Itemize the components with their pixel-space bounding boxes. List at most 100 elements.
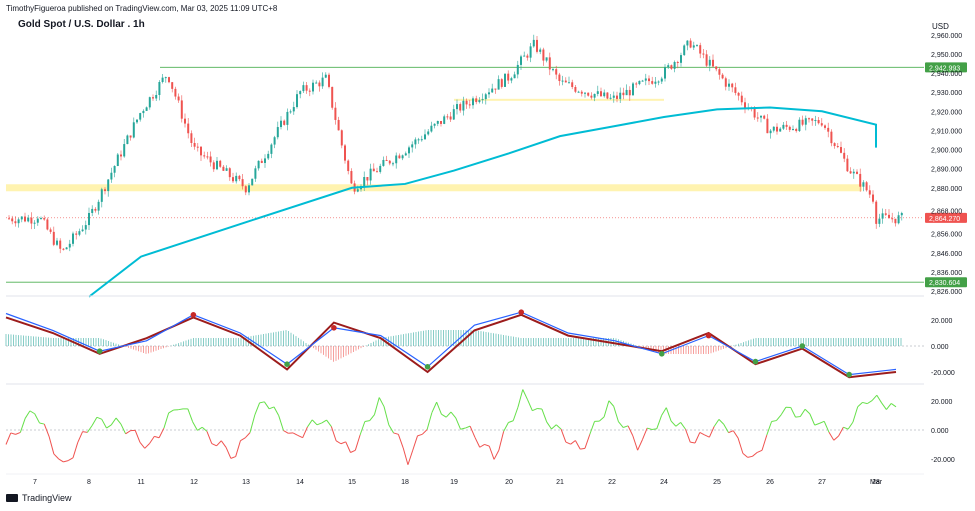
osc2-segment (871, 394, 878, 401)
candle (443, 116, 446, 124)
osc2-segment (278, 415, 285, 431)
candle (296, 94, 298, 108)
candle (564, 80, 567, 83)
candle (769, 130, 772, 134)
osc2-segment (484, 443, 490, 447)
osc2-segment (297, 435, 303, 439)
candle (635, 83, 638, 85)
candle (740, 95, 743, 103)
time-tick-label: 27 (818, 479, 826, 486)
osc2-segment (455, 417, 462, 430)
osc2-segment (580, 447, 586, 450)
osc2-segment (780, 406, 787, 416)
candle (152, 97, 154, 99)
candle (200, 146, 202, 156)
candle (356, 189, 359, 192)
candle (865, 182, 868, 191)
osc2-segment (560, 428, 567, 443)
osc2-segment (647, 427, 653, 430)
osc2-segment (661, 407, 667, 416)
osc2-segment (747, 455, 753, 458)
osc2-segment (675, 422, 681, 427)
candle (619, 92, 622, 99)
osc2-segment (838, 426, 844, 437)
candle (369, 168, 372, 181)
osc2-segment (684, 428, 691, 443)
candle (529, 46, 532, 58)
candle (283, 120, 286, 125)
candle (248, 185, 250, 193)
candle (612, 95, 615, 98)
price-label-text: 2,864.270 (929, 216, 960, 223)
osc2-segment (72, 442, 79, 459)
osc2-segment (775, 414, 782, 421)
candle (894, 218, 897, 224)
candle (795, 128, 798, 132)
candle (510, 78, 513, 81)
candle (468, 104, 471, 106)
osc2-segment (58, 458, 64, 463)
candle (174, 88, 177, 97)
candle (430, 125, 433, 132)
candle (801, 119, 804, 125)
candle (702, 53, 705, 55)
candle (664, 67, 666, 79)
candle (171, 82, 174, 89)
osc2-segment (421, 429, 428, 435)
time-tick-label: 20 (505, 479, 513, 486)
osc2-segment (833, 435, 839, 441)
osc2-segment (369, 414, 375, 421)
osc2-segment (632, 435, 639, 451)
candle (235, 175, 238, 182)
price-label-box (925, 277, 967, 288)
candle (884, 213, 887, 215)
price-pane[interactable] (6, 31, 924, 286)
osc2-segment (574, 440, 581, 450)
candles (8, 34, 903, 254)
cross-marker (96, 348, 103, 355)
candle (830, 131, 833, 144)
osc2-segment (704, 434, 710, 438)
price-axis[interactable]: 2,960.000 2,950.000 2,940.000 2,930.000 2,92… (931, 33, 962, 296)
cross-marker (799, 343, 806, 349)
osc2-segment (426, 412, 433, 430)
candle (155, 95, 158, 99)
candle (91, 208, 94, 213)
osc2-segment (307, 419, 313, 428)
candle (81, 229, 84, 232)
candle (680, 55, 682, 63)
osc2-segment (53, 453, 59, 460)
osc2-segment (263, 401, 270, 410)
osc2-segment (101, 418, 107, 429)
candle (414, 139, 417, 145)
candle (872, 194, 874, 202)
candle (488, 92, 490, 95)
osc2-segment (498, 431, 505, 451)
osc2-segment (158, 427, 165, 438)
osc2-segment (340, 441, 346, 445)
osc2-segment (790, 407, 796, 418)
price-label-box (925, 212, 967, 223)
osc2-segment (445, 411, 452, 418)
candle (292, 107, 295, 112)
price-tick-label: 2,890.000 (931, 167, 962, 174)
time-tick-label: 11 (137, 479, 144, 486)
osc2-segment (125, 430, 131, 435)
candle (107, 179, 110, 192)
osc2-segment (469, 425, 476, 438)
osc2-segment (881, 402, 887, 410)
candle (827, 127, 830, 132)
symbol-title: Gold Spot / U.S. Dollar . 1h (18, 19, 145, 30)
candle (62, 248, 65, 250)
osc2-segment (493, 449, 500, 460)
candle (264, 158, 266, 163)
candle (347, 160, 350, 172)
osc2-segment (96, 416, 102, 420)
candle (24, 216, 26, 222)
candle (72, 233, 74, 244)
candle (708, 59, 711, 66)
cross-marker (284, 361, 290, 368)
osc2-segment (517, 389, 524, 408)
